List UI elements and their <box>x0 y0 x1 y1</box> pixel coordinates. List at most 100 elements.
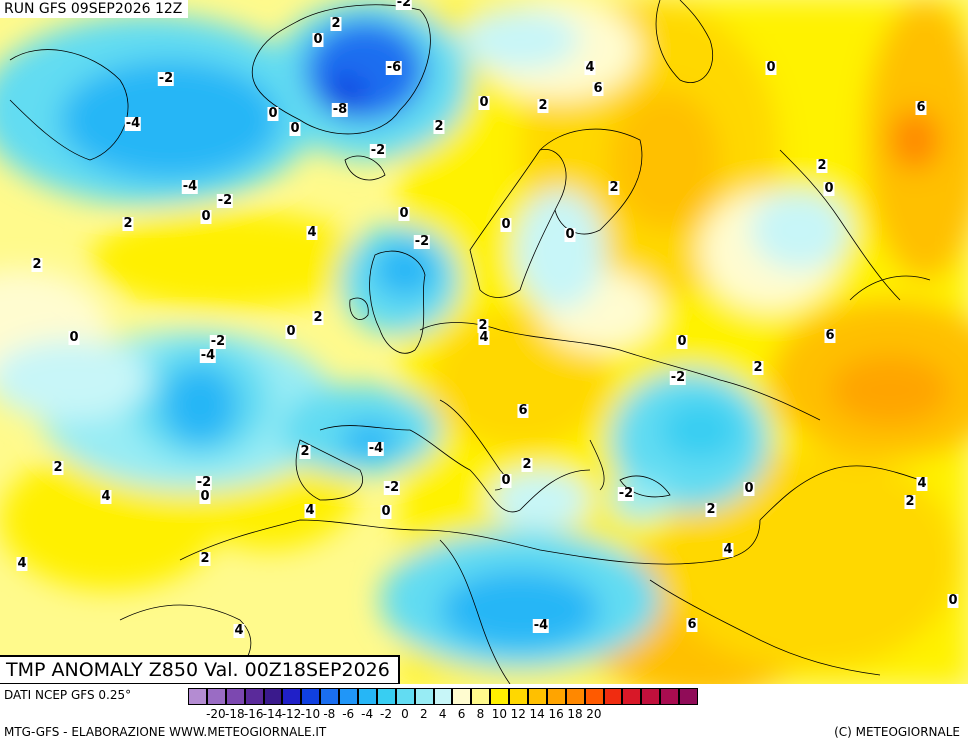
copyright-text: (C) METEOGIORNALE <box>834 725 960 739</box>
legend-swatch <box>641 688 661 705</box>
contour-label: 4 <box>16 556 28 571</box>
contour-label: -2 <box>383 480 401 495</box>
legend-tick: 4 <box>438 707 447 721</box>
legend-tick: -18 <box>224 707 245 721</box>
legend-swatch <box>358 688 377 705</box>
legend-swatch <box>414 688 434 705</box>
legend-tick: 2 <box>419 707 428 721</box>
contour-label: 4 <box>306 225 318 240</box>
contour-label: 0 <box>500 217 512 232</box>
color-legend <box>188 688 699 706</box>
contour-label: 2 <box>608 180 620 195</box>
data-source: DATI NCEP GFS 0.25° <box>4 688 132 702</box>
contour-label: -4 <box>532 618 550 633</box>
legend-swatch <box>188 688 207 705</box>
contour-label: 0 <box>285 324 297 339</box>
legend-swatch <box>603 688 623 705</box>
contour-label: 0 <box>765 60 777 75</box>
contour-label: 4 <box>584 60 596 75</box>
contour-label: 6 <box>915 100 927 115</box>
legend-tick: 14 <box>529 707 545 721</box>
contour-label: 0 <box>947 593 959 608</box>
legend-swatch <box>301 688 321 705</box>
legend-swatch <box>679 688 699 705</box>
contour-label: 2 <box>477 318 489 333</box>
contour-label: 6 <box>592 81 604 96</box>
contour-label: 2 <box>330 16 342 31</box>
legend-swatch <box>206 688 226 705</box>
contour-label: 0 <box>500 473 512 488</box>
contour-label: 0 <box>564 227 576 242</box>
legend-swatch <box>452 688 472 705</box>
contour-label: 0 <box>823 181 835 196</box>
legend-swatch <box>339 688 359 705</box>
legend-swatch <box>584 688 604 705</box>
legend-tick: 6 <box>457 707 466 721</box>
legend-ticks: -20 -18 -16 -14 -12 -10 -8 -6 -4 -2 0 2 4 6 8 10 12 14 16 1… <box>188 707 968 723</box>
contour-label: -8 <box>331 102 349 117</box>
contour-label: -4 <box>181 179 199 194</box>
run-label: RUN GFS 09SEP2026 12Z <box>0 0 189 18</box>
contour-label: 0 <box>743 481 755 496</box>
legend-swatch <box>244 688 264 705</box>
legend-tick: -6 <box>342 707 355 721</box>
contour-label: 2 <box>199 551 211 566</box>
legend-tick: 12 <box>510 707 526 721</box>
legend-tick: 18 <box>567 707 583 721</box>
legend-tick: 20 <box>586 707 602 721</box>
contour-label: 2 <box>299 444 311 459</box>
contour-label: -4 <box>367 441 385 456</box>
contour-label: 2 <box>521 457 533 472</box>
contour-label: -2 <box>413 234 431 249</box>
contour-label: -2 <box>209 334 227 349</box>
contour-label: 0 <box>267 106 279 121</box>
contour-label: -4 <box>199 348 217 363</box>
legend-tick: -8 <box>323 707 336 721</box>
legend-swatch <box>660 688 680 705</box>
contour-label: 6 <box>824 328 836 343</box>
contour-label: 2 <box>52 460 64 475</box>
legend-tick: -12 <box>281 707 302 721</box>
legend-tick: -4 <box>361 707 374 721</box>
credit-text: MTG-GFS - ELABORAZIONE WWW.METEOGIORNALE… <box>4 725 327 739</box>
contour-label: 2 <box>705 502 717 517</box>
legend-swatch <box>433 688 453 705</box>
contour-label: -2 <box>195 475 213 490</box>
contour-label: 2 <box>816 158 828 173</box>
contour-label: 4 <box>100 489 112 504</box>
legend-swatch <box>565 688 585 705</box>
contour-label: -2 <box>395 0 413 10</box>
contour-label: -6 <box>385 60 403 75</box>
legend-swatch <box>490 688 510 705</box>
legend-swatch <box>263 688 283 705</box>
contour-label: 0 <box>312 32 324 47</box>
contour-label: -2 <box>157 71 175 86</box>
map-title: TMP ANOMALY Z850 Val. 00Z18SEP2026 <box>0 655 400 685</box>
contour-label: -2 <box>669 370 687 385</box>
legend-swatch <box>509 688 529 705</box>
contour-label: 0 <box>676 334 688 349</box>
contour-label: 2 <box>122 216 134 231</box>
legend-swatch <box>528 688 547 705</box>
contour-label: 0 <box>68 330 80 345</box>
contour-label: 2 <box>31 257 43 272</box>
legend-swatch <box>395 688 415 705</box>
legend-swatch <box>622 688 642 705</box>
contour-label: -2 <box>216 193 234 208</box>
contour-label: 4 <box>916 476 928 491</box>
legend-tick: 0 <box>401 707 409 721</box>
contour-label: 4 <box>478 330 490 345</box>
legend-tick: 8 <box>476 707 485 721</box>
contour-label: 0 <box>289 121 301 136</box>
legend-tick: -20 <box>206 707 226 721</box>
contour-label: -2 <box>617 486 635 501</box>
contour-label: 0 <box>199 489 211 504</box>
contour-label: 6 <box>517 403 529 418</box>
legend-tick: 16 <box>548 707 564 721</box>
legend-swatch <box>546 688 566 705</box>
contour-label: 4 <box>722 542 734 557</box>
contour-label: -4 <box>124 116 142 131</box>
contour-label: 2 <box>752 360 764 375</box>
contour-label: -2 <box>369 143 387 158</box>
legend-swatch <box>471 688 491 705</box>
